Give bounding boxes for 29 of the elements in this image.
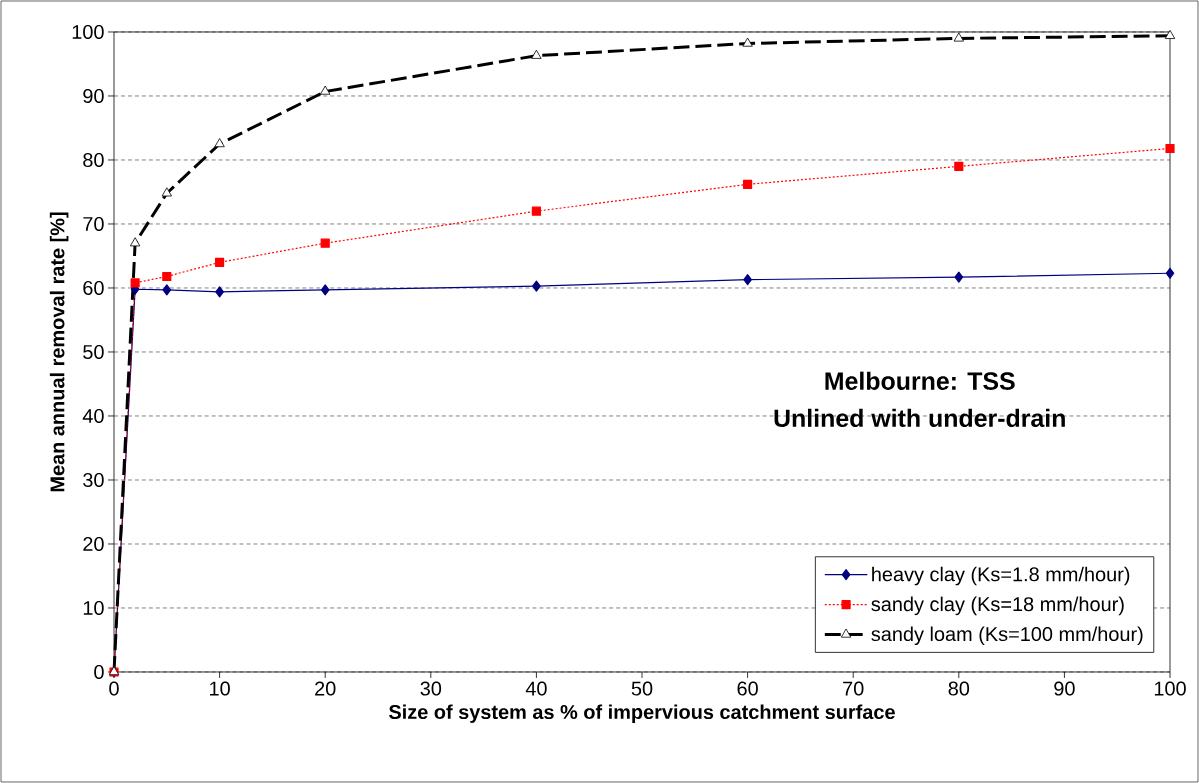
y-tick-label: 30 bbox=[83, 472, 104, 488]
y-axis-title: Mean annual removal rate [%] bbox=[49, 212, 69, 492]
x-tick-label: 80 bbox=[948, 681, 970, 696]
annotation: Unlined with under-drain bbox=[774, 408, 1065, 428]
x-tick-label: 30 bbox=[420, 681, 442, 696]
y-tick-label: 40 bbox=[82, 408, 104, 424]
x-tick-label: 40 bbox=[525, 681, 547, 696]
x-tick-label: 50 bbox=[631, 681, 653, 696]
annotation: Melbourne: TSS bbox=[825, 371, 1015, 390]
x-tick-label: 70 bbox=[843, 681, 864, 696]
y-tick-label: 0 bbox=[94, 664, 104, 680]
y-tick-label: 60 bbox=[83, 280, 104, 296]
y-tick-label: 80 bbox=[83, 152, 104, 168]
legend-label: heavy clay (Ks=1.8 mm/hour) bbox=[872, 566, 1130, 586]
y-tick-label: 90 bbox=[83, 88, 104, 104]
x-tick-label: 20 bbox=[315, 681, 336, 696]
legend-label: sandy clay (Ks=18 mm/hour) bbox=[871, 596, 1124, 616]
x-tick-label: 90 bbox=[1054, 681, 1075, 696]
x-tick-label: 100 bbox=[1154, 681, 1186, 696]
y-tick-label: 70 bbox=[83, 216, 104, 232]
x-tick-label: 10 bbox=[210, 681, 230, 696]
y-tick-label: 10 bbox=[83, 600, 104, 616]
x-tick-label: 0 bbox=[109, 681, 119, 696]
x-axis-title: Size of system as % of impervious catchment surface bbox=[389, 704, 895, 723]
y-tick-label: 20 bbox=[83, 536, 104, 552]
x-tick-label: 60 bbox=[737, 681, 758, 696]
y-tick-label: 50 bbox=[83, 344, 104, 360]
y-tick-label: 100 bbox=[72, 24, 104, 40]
legend-label: sandy loam (Ks=100 mm/hour) bbox=[871, 626, 1143, 646]
